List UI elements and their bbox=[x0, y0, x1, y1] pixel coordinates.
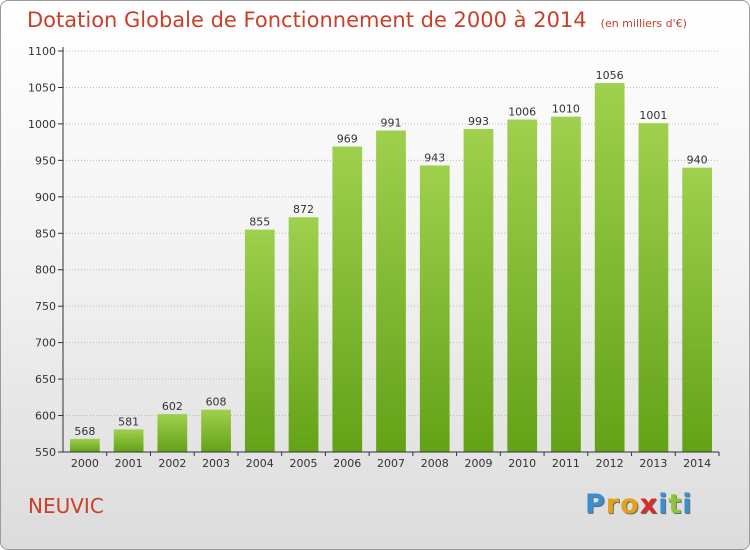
bar-value-label: 1056 bbox=[596, 69, 624, 82]
bar-value-label: 581 bbox=[118, 415, 139, 428]
bar bbox=[507, 119, 538, 452]
x-tick-label: 2001 bbox=[115, 457, 143, 470]
commune-name: NEUVIC bbox=[28, 494, 104, 518]
bar-value-label: 1010 bbox=[552, 103, 580, 116]
y-tick-label: 600 bbox=[35, 410, 56, 423]
bars: 568 581 602 608 855 872 969 991 943 993 1006 1010 10… bbox=[69, 69, 713, 453]
bar-value-label: 855 bbox=[249, 216, 270, 229]
bar-value-label: 940 bbox=[687, 154, 708, 167]
bar-value-label: 1001 bbox=[639, 109, 667, 122]
x-tick-label: 2008 bbox=[421, 457, 449, 470]
bar bbox=[201, 409, 231, 452]
y-tick-label: 750 bbox=[35, 300, 56, 313]
y-tick-label: 1000 bbox=[28, 118, 56, 131]
bar bbox=[157, 414, 188, 452]
x-tick-label: 2010 bbox=[508, 457, 536, 470]
bar-value-label: 993 bbox=[468, 115, 489, 128]
bar bbox=[682, 167, 713, 452]
bar bbox=[376, 130, 406, 453]
x-tick-label: 2013 bbox=[639, 457, 667, 470]
x-tick-label: 2011 bbox=[552, 457, 580, 470]
bar-value-label: 1006 bbox=[508, 106, 536, 119]
bar bbox=[594, 83, 625, 452]
bar bbox=[551, 116, 581, 453]
y-tick-label: 1050 bbox=[28, 81, 56, 94]
axes: 550 600 650 700 750 800 850 900 950 1000 1050 1100 2… bbox=[28, 45, 720, 470]
bar-value-label: 568 bbox=[74, 425, 95, 438]
bar bbox=[69, 438, 100, 452]
x-tick-label: 2009 bbox=[464, 457, 492, 470]
bar bbox=[113, 429, 144, 452]
logo-letter: r bbox=[605, 489, 621, 520]
chart-unit: (en milliers d'€) bbox=[600, 17, 687, 30]
bar bbox=[638, 123, 669, 453]
bar-value-label: 602 bbox=[162, 400, 183, 413]
logo-letter: i bbox=[658, 489, 669, 520]
logo-letter: t bbox=[668, 489, 683, 520]
proxiti-logo: Proxiti bbox=[585, 489, 693, 520]
x-tick-label: 2005 bbox=[290, 457, 318, 470]
y-tick-label: 900 bbox=[35, 191, 56, 204]
bar-value-label: 608 bbox=[206, 396, 227, 409]
logo-letter: P bbox=[585, 489, 606, 520]
y-tick-label: 800 bbox=[35, 264, 56, 277]
x-tick-label: 2000 bbox=[71, 457, 99, 470]
bar-value-label: 943 bbox=[424, 151, 445, 164]
x-tick-label: 2004 bbox=[246, 457, 274, 470]
chart-title-row: Dotation Globale de Fonctionnement de 20… bbox=[27, 8, 687, 32]
bar bbox=[463, 129, 494, 452]
logo-letter: i bbox=[682, 489, 693, 520]
y-tick-label: 850 bbox=[35, 227, 56, 240]
y-tick-label: 650 bbox=[35, 373, 56, 386]
y-tick-label: 950 bbox=[35, 154, 56, 167]
x-tick-label: 2002 bbox=[158, 457, 186, 470]
bar bbox=[419, 165, 450, 452]
y-tick-label: 700 bbox=[35, 337, 56, 350]
bar bbox=[332, 146, 363, 452]
bar-value-label: 872 bbox=[293, 203, 314, 216]
x-tick-label: 2014 bbox=[683, 457, 711, 470]
x-tick-label: 2006 bbox=[333, 457, 361, 470]
chart-title: Dotation Globale de Fonctionnement de 20… bbox=[27, 8, 587, 32]
x-tick-label: 2012 bbox=[596, 457, 624, 470]
y-tick-label: 550 bbox=[35, 446, 56, 459]
bar-value-label: 991 bbox=[381, 116, 402, 129]
logo-letter: o bbox=[620, 489, 640, 520]
bar bbox=[288, 217, 319, 452]
bar-value-label: 969 bbox=[337, 133, 358, 146]
logo-letter: x bbox=[639, 489, 659, 520]
x-tick-label: 2007 bbox=[377, 457, 405, 470]
bar bbox=[244, 229, 275, 452]
x-tick-label: 2003 bbox=[202, 457, 230, 470]
y-tick-label: 1100 bbox=[28, 45, 56, 58]
